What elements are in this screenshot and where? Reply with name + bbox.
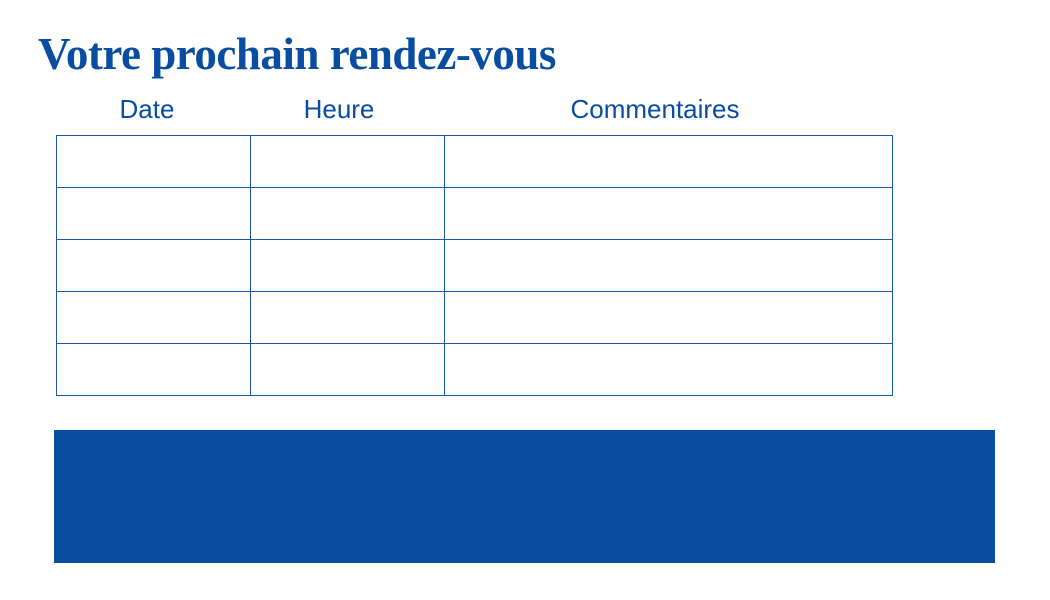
cell-heure[interactable] bbox=[250, 239, 445, 292]
appointment-table bbox=[56, 135, 893, 396]
column-header-date: Date bbox=[119, 94, 175, 124]
table-row bbox=[56, 135, 893, 188]
cell-commentaires[interactable] bbox=[444, 291, 893, 344]
cell-date[interactable] bbox=[56, 239, 251, 292]
cell-date[interactable] bbox=[56, 135, 251, 188]
cell-heure[interactable] bbox=[250, 135, 445, 188]
cell-date[interactable] bbox=[56, 187, 251, 240]
table-row bbox=[56, 239, 893, 292]
table-row bbox=[56, 291, 893, 344]
cell-commentaires[interactable] bbox=[444, 343, 893, 396]
cell-heure[interactable] bbox=[250, 291, 445, 344]
cell-date[interactable] bbox=[56, 291, 251, 344]
cell-heure[interactable] bbox=[250, 343, 445, 396]
column-header-heure: Heure bbox=[303, 94, 375, 124]
cell-heure[interactable] bbox=[250, 187, 445, 240]
footer-band bbox=[54, 430, 995, 563]
cell-date[interactable] bbox=[56, 343, 251, 396]
cell-commentaires[interactable] bbox=[444, 187, 893, 240]
table-row bbox=[56, 187, 893, 240]
table-row bbox=[56, 343, 893, 396]
cell-commentaires[interactable] bbox=[444, 135, 893, 188]
column-header-commentaires: Commentaires bbox=[570, 94, 740, 124]
cell-commentaires[interactable] bbox=[444, 239, 893, 292]
page-title: Votre prochain rendez-vous bbox=[38, 29, 556, 79]
